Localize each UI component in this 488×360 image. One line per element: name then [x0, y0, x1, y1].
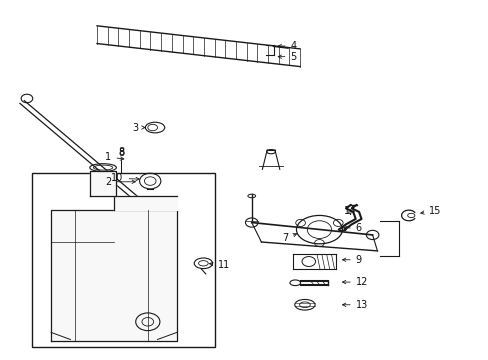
Polygon shape: [90, 171, 116, 196]
Polygon shape: [51, 210, 177, 341]
Text: 15: 15: [420, 206, 441, 216]
Text: 8: 8: [118, 147, 124, 157]
Bar: [32, 173, 215, 347]
Ellipse shape: [147, 124, 157, 131]
Text: 10: 10: [111, 173, 139, 183]
Text: 9: 9: [342, 255, 361, 265]
Text: 5: 5: [278, 51, 296, 62]
Text: 6: 6: [343, 223, 361, 233]
Text: 11: 11: [209, 260, 230, 270]
Text: 2: 2: [105, 177, 135, 187]
Text: 4: 4: [278, 41, 296, 51]
Text: 8: 8: [118, 148, 124, 158]
Text: 13: 13: [342, 300, 367, 310]
Text: 12: 12: [342, 277, 367, 287]
Text: 1: 1: [105, 152, 123, 162]
Text: 7: 7: [281, 234, 296, 243]
Text: 14: 14: [343, 206, 355, 216]
Text: 3: 3: [132, 122, 144, 132]
Polygon shape: [114, 196, 177, 210]
